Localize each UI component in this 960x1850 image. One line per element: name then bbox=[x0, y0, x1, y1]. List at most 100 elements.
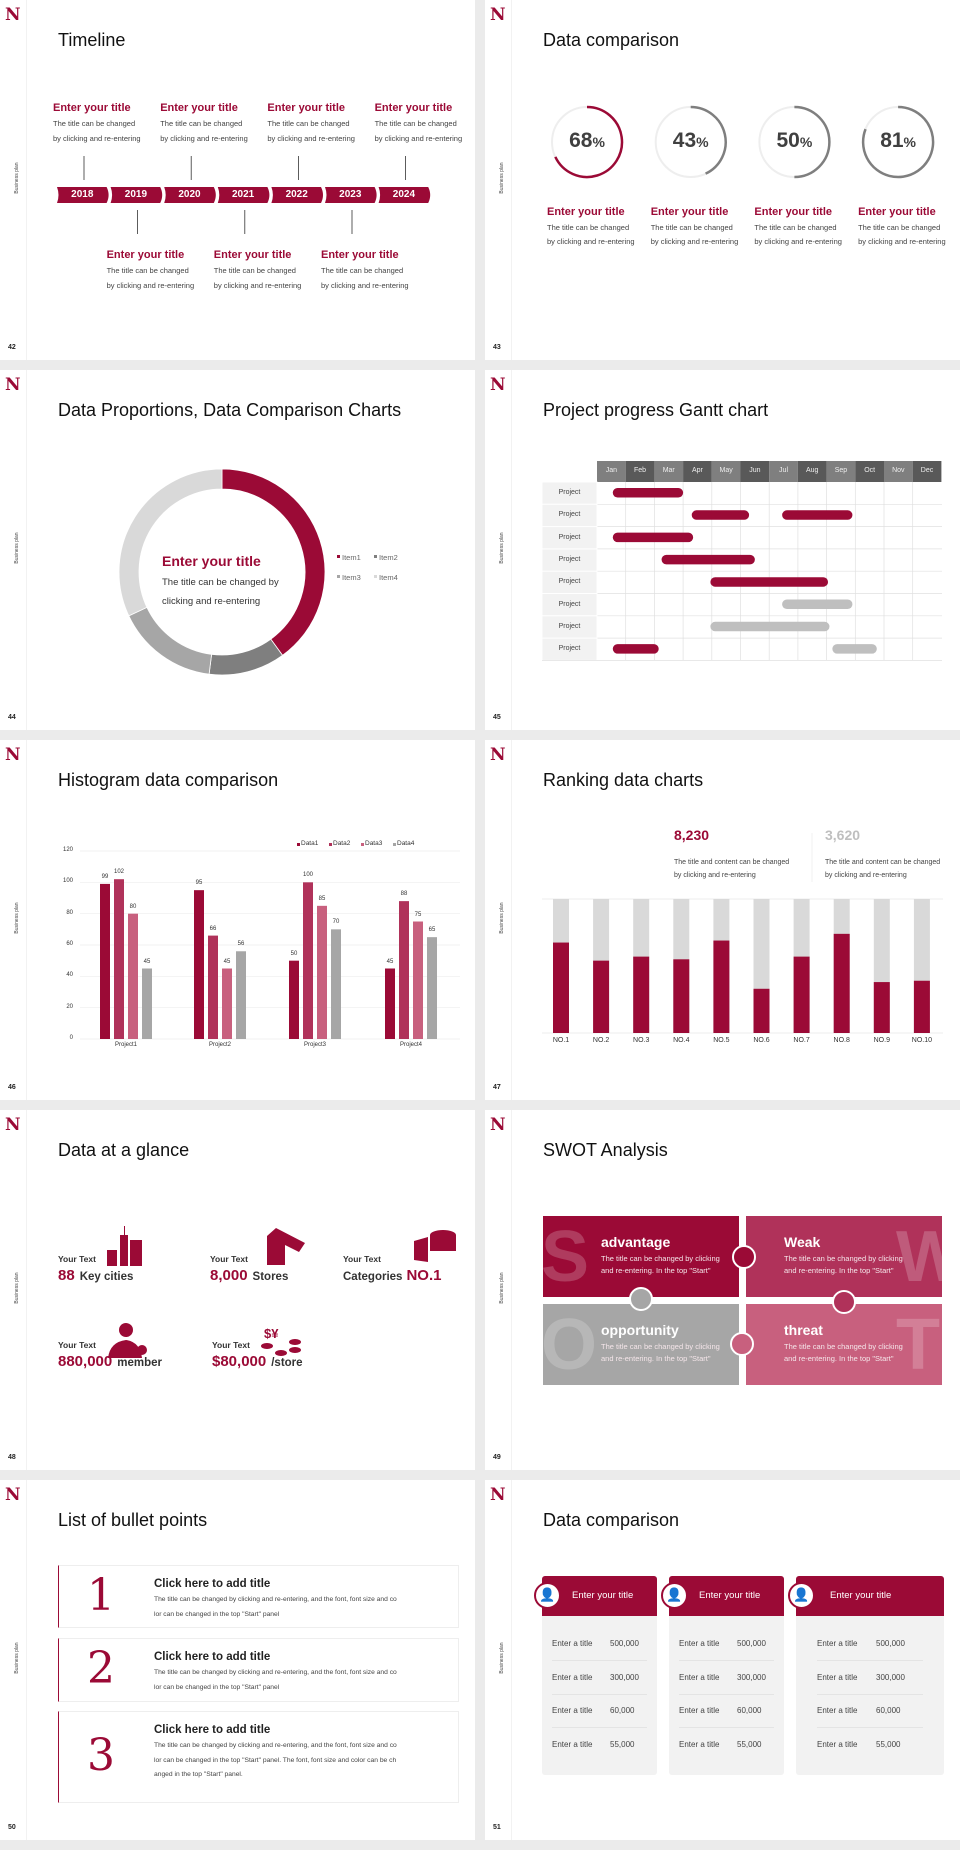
x-tick-label: Project4 bbox=[399, 1042, 422, 1048]
legend-label: Data1 bbox=[301, 840, 319, 847]
slide-glance[interactable]: N Business plan 48 Data at a glance $¥ Your T… bbox=[0, 1110, 475, 1470]
slide-timeline[interactable]: N Business plan 42 Timeline 2018 2019 2020 2021… bbox=[0, 0, 475, 360]
month-header-cell bbox=[769, 461, 798, 482]
slide-title[interactable]: Histogram data comparison bbox=[58, 770, 279, 790]
item-desc: The title can be changed bbox=[754, 223, 837, 232]
slide-title[interactable]: Data Proportions, Data Comparison Charts bbox=[58, 400, 402, 420]
bar-value-label: 50 bbox=[290, 950, 298, 957]
side-strip bbox=[0, 740, 27, 1100]
bullet-item[interactable]: 2 Click here to add title The title can be… bbox=[58, 1638, 459, 1702]
event-title: Enter your title bbox=[321, 249, 399, 261]
year-segment bbox=[57, 187, 109, 203]
stat-value: 3,620 bbox=[825, 827, 861, 843]
stat-number: 880,000 bbox=[58, 1353, 113, 1370]
logo: N bbox=[490, 745, 506, 765]
swot-tile bbox=[543, 1304, 739, 1385]
antenna bbox=[124, 1226, 125, 1235]
year-segment bbox=[217, 187, 270, 203]
bullet-title[interactable]: Click here to add title bbox=[154, 1578, 271, 1590]
month-header-nov: Nov bbox=[892, 467, 905, 474]
page-number: 42 bbox=[8, 344, 16, 351]
stat-number: 8,000 bbox=[210, 1267, 248, 1284]
swot-letter: T bbox=[896, 1305, 940, 1385]
legend-label: Item4 bbox=[379, 573, 398, 582]
side-label: Business plan bbox=[499, 1642, 505, 1674]
ring-progress bbox=[794, 105, 831, 179]
side-strip bbox=[485, 0, 512, 360]
center-desc: The title can be changed by bbox=[162, 577, 279, 588]
slide-title[interactable]: Project progress Gantt chart bbox=[543, 400, 769, 420]
contact-add-icon: 👤 bbox=[534, 1582, 561, 1609]
side-strip bbox=[0, 1110, 27, 1470]
event-desc: The title can be changed bbox=[160, 119, 243, 128]
swot-letter: W bbox=[896, 1217, 960, 1297]
slide-ranking[interactable]: N Business plan 47 Ranking data charts NO.1 N… bbox=[485, 740, 960, 1100]
card-title[interactable]: Enter your title bbox=[699, 1590, 761, 1601]
row-value: 60,000 bbox=[876, 1706, 901, 1715]
bar-data2 bbox=[399, 901, 409, 1039]
card-title[interactable]: Enter your title bbox=[572, 1590, 634, 1601]
legend-swatch bbox=[374, 575, 377, 578]
bar-value bbox=[753, 988, 770, 1033]
bullet-title[interactable]: Click here to add title bbox=[154, 1724, 271, 1736]
logo: N bbox=[490, 1485, 506, 1505]
building bbox=[107, 1250, 117, 1266]
slide-histogram[interactable]: N Business plan 46 Histogram data compariso… bbox=[0, 740, 475, 1100]
card-title[interactable]: Enter your title bbox=[830, 1590, 892, 1601]
percent-number: 68 bbox=[569, 129, 593, 152]
page-number: 44 bbox=[8, 714, 16, 721]
slide-bullets[interactable]: N Business plan 50 List of bullet points 1 Cl… bbox=[0, 1480, 475, 1840]
center-title: Enter your title bbox=[162, 553, 261, 569]
row-label: Project bbox=[558, 489, 581, 496]
row-label: Project bbox=[558, 511, 581, 519]
logo: N bbox=[490, 1115, 506, 1135]
item-desc: by clicking and re-entering bbox=[650, 237, 739, 246]
year-label: 2019 bbox=[124, 189, 148, 200]
ring-progress bbox=[690, 105, 727, 175]
row-label: Enter a title bbox=[679, 1672, 720, 1682]
slide-cards[interactable]: N Business plan 51 Data comparison 👤 Enter yo… bbox=[485, 1480, 960, 1840]
bullet-item[interactable]: 3 Click here to add title The title can be… bbox=[58, 1711, 459, 1803]
row-value: 300,000 bbox=[876, 1672, 905, 1682]
bullet-title[interactable]: Click here to add title bbox=[154, 1651, 271, 1663]
year-label: 2018 bbox=[71, 189, 94, 200]
month-header-mar: Mar bbox=[662, 467, 675, 474]
slide-title[interactable]: Data comparison bbox=[543, 1510, 680, 1530]
legend-label: Item2 bbox=[379, 553, 398, 562]
slide-title[interactable]: Ranking data charts bbox=[543, 770, 704, 790]
gantt-bar bbox=[782, 599, 853, 609]
year-label: 2021 bbox=[231, 189, 255, 200]
bar-data3 bbox=[222, 968, 232, 1039]
slide-title[interactable]: Timeline bbox=[58, 30, 126, 50]
bar-value-label: 66 bbox=[209, 925, 217, 932]
slide-title[interactable]: Data at a glance bbox=[58, 1140, 190, 1160]
slide-title[interactable]: List of bullet points bbox=[58, 1510, 208, 1530]
slide-proportions[interactable]: N Business plan 44 Data Proportions, Data C… bbox=[0, 370, 475, 730]
month-header-cell bbox=[683, 461, 712, 482]
year-segment bbox=[378, 187, 431, 203]
bullet-number: 1 bbox=[87, 1569, 115, 1621]
stat-desc: by clicking and re-entering bbox=[825, 872, 907, 879]
bar-data3 bbox=[317, 905, 327, 1039]
slide-percent_compare[interactable]: N Business plan 43 Data comparison 68% Enter … bbox=[485, 0, 960, 360]
bar-value bbox=[593, 960, 610, 1033]
slide-title[interactable]: SWOT Analysis bbox=[543, 1140, 668, 1160]
bar-value bbox=[913, 980, 930, 1033]
swot-desc: The title can be changed by clicking bbox=[601, 1342, 720, 1351]
row-label: Project bbox=[558, 533, 581, 541]
event-desc: The title can be changed bbox=[321, 266, 404, 275]
slide-title[interactable]: Data comparison bbox=[543, 30, 680, 50]
bar-data1 bbox=[385, 968, 395, 1039]
bar-value-label: 75 bbox=[414, 911, 422, 918]
slide-gantt[interactable]: N Business plan 45 Project progress Gantt c… bbox=[485, 370, 960, 730]
bullet-item[interactable]: 1 Click here to add title The title can be… bbox=[58, 1565, 459, 1628]
gantt-chart bbox=[541, 461, 942, 661]
card-header bbox=[542, 1576, 657, 1616]
donut-slice-item2 bbox=[208, 638, 284, 676]
percent-rings bbox=[551, 105, 935, 179]
logo: N bbox=[5, 745, 21, 765]
event-desc: by clicking and re-entering bbox=[213, 281, 302, 290]
swot-desc: The title can be changed by clicking bbox=[601, 1254, 720, 1263]
team-icon: 👤 bbox=[788, 1582, 815, 1609]
